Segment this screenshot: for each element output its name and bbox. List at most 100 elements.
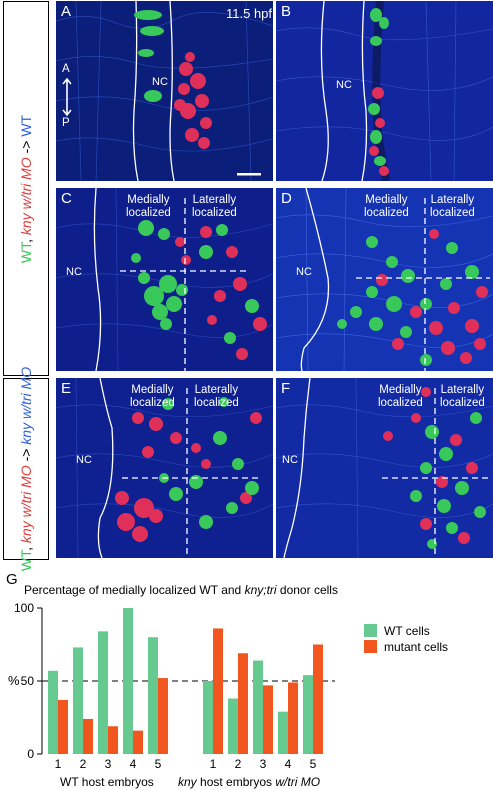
chart-title-part-1: kny;tri — [245, 583, 277, 597]
row-label-top: WT, kny w/tri MO -> WT — [18, 114, 34, 262]
panel-a-axis-arrow-icon — [62, 77, 72, 117]
panel-a-label: A — [61, 3, 72, 20]
panel-f: F NC Medially localized Laterally locali… — [276, 378, 493, 558]
row-label-box-bottom: WT, kny w/tri MO -> kny w/tri MO — [3, 367, 49, 571]
panel-d-image — [276, 188, 493, 371]
group2-label: kny host embryos w/tri MO — [178, 775, 320, 789]
chart-axes: 0 50 100% — [8, 601, 335, 761]
row-label-box-top: WT, kny w/tri MO -> WT — [3, 1, 49, 376]
bar-wt-g2-c2 — [228, 698, 238, 754]
bar-mutant-g1-c1 — [58, 699, 68, 754]
bar-wt-g1-c5 — [148, 637, 158, 754]
row-label-bottom-part-2: kny w/tri MO — [18, 465, 34, 544]
panel-f-nc-label: NC — [282, 454, 298, 466]
legend-label-mutant: mutant cells — [384, 640, 448, 654]
row-label-bottom: WT, kny w/tri MO -> kny w/tri MO — [18, 367, 34, 571]
bar-wt-g2-c5 — [303, 675, 313, 754]
y-axis-label: % — [8, 673, 20, 688]
panel-f-medial-label: Medially localized — [378, 384, 423, 409]
panel-c-medial-label: Medially localized — [126, 194, 171, 219]
panel-b-label: B — [281, 3, 292, 20]
panel-g-chart: G Percentage of medially localized WT an… — [6, 571, 448, 789]
panel-f-image — [276, 378, 493, 558]
y-tick-label-100: 100 — [14, 601, 34, 615]
bar-wt-g2-c1 — [203, 681, 213, 754]
panel-e-lateral-label: Laterally localized — [194, 384, 239, 409]
panel-a-nc-label: NC — [152, 76, 168, 88]
panel-f-label: F — [281, 380, 291, 397]
panel-d: D NC Medially localized Laterally locali… — [276, 188, 493, 371]
y-tick-label-50: 50 — [21, 674, 35, 688]
panel-e-image — [56, 378, 273, 558]
row-label-bottom-part-4: kny w/tri MO — [18, 366, 34, 445]
panel-c-image — [56, 188, 273, 371]
y-tick-label-0: 0 — [27, 747, 34, 761]
bar-wt-g2-c4 — [278, 711, 288, 754]
group1-label: WT host embryos — [60, 775, 154, 789]
row-label-top-part-0: WT — [18, 242, 34, 263]
bar-mutant-g1-c4 — [133, 730, 143, 754]
row-label-top-part-1: , — [18, 234, 34, 243]
legend-swatch-mutant — [364, 640, 377, 653]
bar-mutant-g2-c2 — [238, 653, 248, 754]
panel-a-axis-p: P — [62, 117, 70, 129]
x-tick-label-g1-5: 5 — [155, 757, 162, 771]
panel-b-nc-label: NC — [336, 79, 352, 91]
x-tick-label-g2-1: 1 — [210, 757, 217, 771]
bar-mutant-g2-c3 — [263, 685, 273, 754]
bar-wt-g1-c3 — [98, 631, 108, 754]
bar-mutant-g2-c1 — [213, 628, 223, 754]
panel-c-lateral-label: Laterally localized — [192, 194, 237, 219]
panel-e-label: E — [61, 380, 72, 397]
chart-title: Percentage of medially localized WT and … — [24, 583, 338, 597]
panel-c: C NC Medially localized Laterally locali… — [56, 188, 273, 371]
x-tick-label-g2-5: 5 — [310, 757, 317, 771]
panel-g-label: G — [6, 571, 18, 588]
panel-e-nc-label: NC — [76, 454, 92, 466]
group2-label-part-2: w/tri MO — [275, 775, 320, 789]
bar-mutant-g1-c3 — [108, 726, 118, 754]
group2-label-part-1: host embryos — [197, 775, 276, 789]
chart-title-part-2: donor cells — [277, 583, 338, 597]
panel-a: A 11.5 hpf NC A P — [56, 1, 273, 181]
panel-d-nc-label: NC — [296, 266, 312, 278]
chart-legend: WT cells mutant cells — [364, 624, 448, 654]
panel-b-image — [276, 1, 493, 181]
panel-c-nc-label: NC — [66, 266, 82, 278]
legend-label-wt: WT cells — [384, 624, 430, 638]
legend-swatch-wt — [364, 624, 377, 637]
panel-c-label: C — [61, 190, 72, 207]
bar-mutant-g1-c2 — [83, 718, 93, 754]
row-label-bottom-part-1: , — [18, 543, 34, 551]
row-label-top-part-2: kny w/tri MO — [18, 156, 34, 235]
panel-d-label: D — [281, 190, 292, 207]
group2-label-part-0: kny — [178, 775, 198, 789]
panel-b: B NC — [276, 1, 493, 181]
panel-e: E NC Medially localized Laterally locali… — [56, 378, 273, 558]
bar-mutant-g2-c4 — [288, 682, 298, 754]
panel-d-lateral-label: Laterally localized — [430, 194, 475, 219]
x-tick-label-g1-3: 3 — [105, 757, 112, 771]
x-tick-label-g1-1: 1 — [55, 757, 62, 771]
bar-mutant-g1-c5 — [158, 678, 168, 754]
panel-a-image — [56, 1, 273, 181]
row-label-top-part-4: WT — [18, 114, 34, 137]
chart-title-part-0: Percentage of medially localized WT and — [24, 583, 245, 597]
panel-f-lateral-label: Laterally localized — [440, 384, 485, 409]
x-tick-label-g1-2: 2 — [80, 757, 87, 771]
chart-bars — [48, 608, 323, 754]
x-tick-label-g2-4: 4 — [285, 757, 292, 771]
bar-wt-g1-c1 — [48, 670, 58, 754]
bar-wt-g2-c3 — [253, 660, 263, 754]
row-label-top-part-3: -> — [18, 136, 34, 157]
panel-a-axis-a: A — [62, 63, 70, 75]
bar-wt-g1-c4 — [123, 608, 133, 754]
chart-labels: 1 2 3 4 5 1 2 3 4 5WT host embryos kny host embryo… — [55, 757, 320, 789]
bar-wt-g1-c2 — [73, 647, 83, 754]
bar-mutant-g2-c5 — [313, 644, 323, 754]
panel-a-time: 11.5 hpf — [226, 6, 273, 21]
row-label-bottom-part-3: -> — [18, 444, 34, 466]
x-tick-label-g1-4: 4 — [130, 757, 137, 771]
x-tick-label-g2-3: 3 — [260, 757, 267, 771]
x-tick-label-g2-2: 2 — [235, 757, 242, 771]
